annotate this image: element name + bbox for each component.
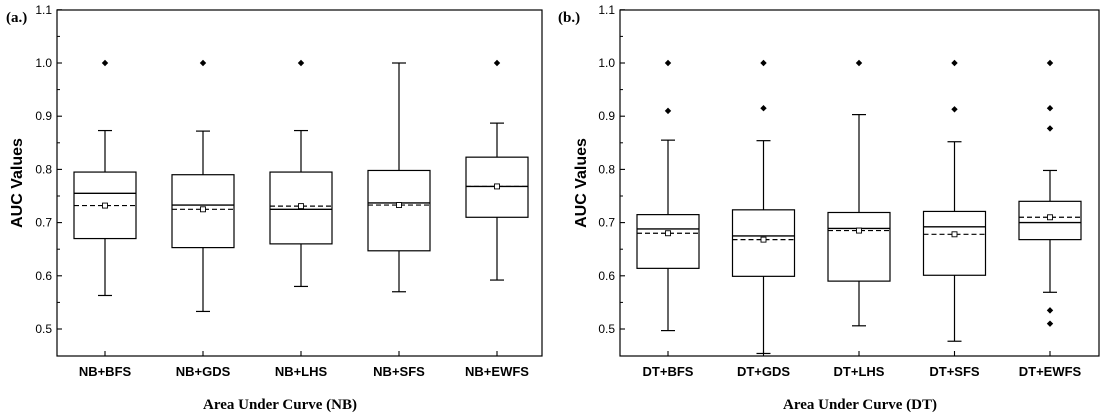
mean-marker [200, 206, 206, 213]
iqr-box [922, 210, 987, 276]
box-nb-gds [171, 59, 235, 313]
mean-marker [494, 183, 500, 190]
x-category-label: DT+BFS [643, 364, 694, 379]
mean-marker [298, 203, 304, 210]
outlier-point [297, 59, 305, 67]
iqr-box [1018, 200, 1082, 241]
mean-marker [856, 227, 862, 234]
panel-a-label: (a.) [6, 10, 27, 26]
iqr-box [367, 169, 431, 252]
y-tick-label: 0.8 [35, 162, 52, 176]
outlier-point [951, 59, 958, 67]
y-tick-label: 0.6 [598, 269, 615, 283]
mean-marker [951, 231, 958, 238]
outlier-point [493, 59, 501, 67]
panel-a-y-axis-title: AUC Values [9, 138, 26, 228]
outlier-point [1046, 105, 1054, 112]
x-category-label: NB+GDS [176, 364, 231, 379]
panel-b-x-axis-title: Area Under Curve (DT) [783, 397, 937, 413]
y-tick-label: 0.7 [598, 216, 615, 230]
mean-marker [1047, 214, 1053, 221]
box-nb-sfs [367, 62, 431, 293]
panel-b: (b.) 0.50.60.70.80.91.01.1 DT+BFS DT+GDS D… [558, 3, 1100, 413]
x-category-label: DT+GDS [737, 364, 790, 379]
x-category-label: NB+BFS [79, 364, 132, 379]
y-tick-label: 0.7 [35, 216, 52, 230]
outlier-point [664, 107, 672, 115]
outlier-point [1046, 59, 1054, 67]
y-tick-label: 1.0 [598, 56, 615, 70]
mean-marker [760, 236, 767, 243]
panel-b-x-axis: DT+BFS DT+GDS DT+LHS DT+SFS DT+EWFS [643, 351, 1082, 379]
y-tick-label: 0.8 [598, 162, 615, 176]
panel-b-boxes [636, 59, 1082, 355]
x-category-label: DT+SFS [929, 364, 980, 379]
box-nb-bfs [73, 59, 137, 297]
panel-a: (a.) 0.50.60.70.80.91.01.1 NB+BFS NB+GDS N… [6, 3, 543, 413]
box-dt-ewfs [1018, 59, 1082, 327]
panel-a-x-axis: NB+BFS NB+GDS NB+LHS NB+SFS NB+EWFS [79, 351, 529, 379]
y-tick-label: 1.1 [598, 3, 615, 17]
iqr-box [636, 214, 700, 269]
mean-marker [102, 202, 108, 209]
panel-a-y-axis: 0.5 0.6 0.7 0.8 0.9 1.0 1.1 [35, 3, 62, 336]
panel-b-y-axis: 0.5 0.6 0.7 0.8 0.9 1.0 1.1 [598, 3, 625, 336]
outlier-point [951, 106, 958, 113]
outlier-point [199, 59, 207, 67]
panel-a-boxes [73, 59, 529, 313]
x-category-label: DT+LHS [834, 364, 885, 379]
box-nb-lhs [269, 59, 333, 288]
y-tick-label: 1.1 [35, 3, 52, 17]
box-dt-sfs [922, 59, 987, 342]
y-tick-label: 0.6 [35, 269, 52, 283]
outlier-point [1046, 125, 1054, 132]
iqr-box [827, 211, 891, 282]
box-dt-bfs [636, 59, 700, 332]
outlier-point [760, 59, 767, 67]
y-tick-label: 0.9 [35, 109, 52, 123]
x-category-label: NB+SFS [373, 364, 425, 379]
iqr-box [731, 209, 796, 277]
outlier-point [101, 59, 109, 67]
outlier-point [1046, 320, 1054, 327]
mean-marker [396, 202, 402, 208]
panel-a-x-axis-title: Area Under Curve (NB) [203, 397, 357, 413]
outlier-point [855, 59, 863, 67]
panel-b-y-axis-title: AUC Values [573, 138, 590, 228]
outlier-point [664, 59, 672, 67]
y-tick-label: 0.9 [598, 109, 615, 123]
x-category-label: NB+EWFS [465, 364, 529, 379]
y-tick-label: 0.5 [598, 322, 615, 336]
panel-b-label: (b.) [558, 10, 580, 26]
box-dt-lhs [827, 59, 891, 327]
y-tick-label: 1.0 [35, 56, 52, 70]
box-nb-ewfs [465, 59, 529, 281]
panel-a-plot-frame [56, 9, 543, 357]
x-category-label: DT+EWFS [1019, 364, 1082, 379]
box-dt-gds [731, 59, 796, 355]
mean-marker [665, 230, 671, 237]
outlier-point [760, 105, 767, 112]
y-tick-label: 0.5 [35, 322, 52, 336]
x-category-label: NB+LHS [275, 364, 328, 379]
outlier-point [1046, 307, 1054, 314]
